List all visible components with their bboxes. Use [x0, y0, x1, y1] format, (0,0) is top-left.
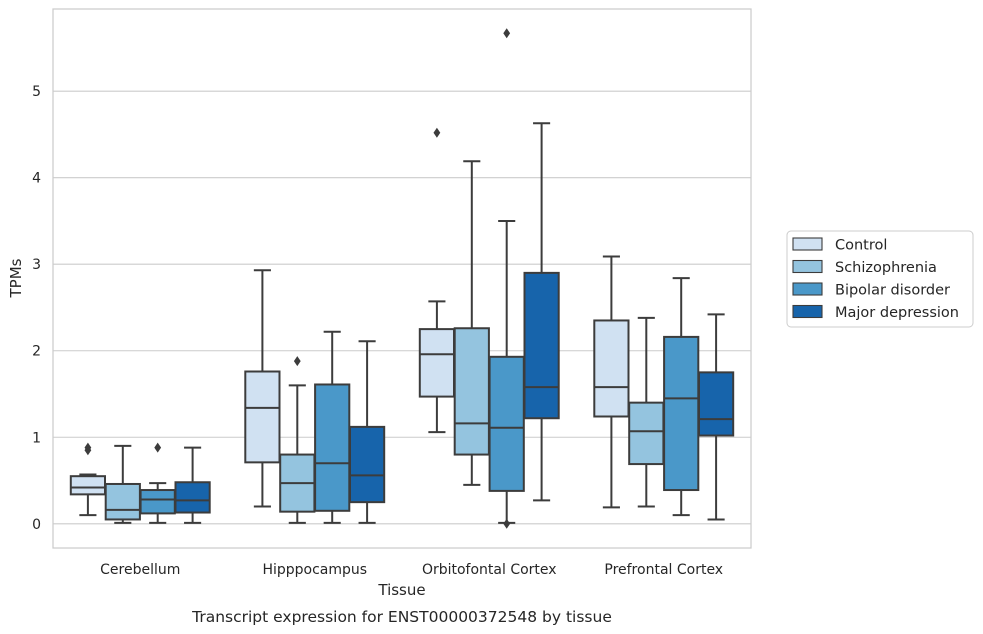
box-1-3	[348, 340, 386, 524]
legend-item: Bipolar disorder	[792, 282, 950, 299]
outlier-point	[154, 442, 162, 453]
box-2-0	[418, 127, 456, 434]
box-body	[314, 383, 351, 512]
y-tick-label: 0	[32, 517, 41, 533]
y-tick-label: 5	[32, 84, 41, 100]
box-body	[523, 271, 560, 420]
legend-swatch	[792, 304, 823, 319]
legend-label: Schizophrenia	[835, 260, 937, 276]
box-body	[174, 481, 211, 514]
box-0-1	[104, 444, 141, 524]
legend-label: Control	[835, 238, 887, 254]
x-tick-label: Hipppocampus	[262, 562, 367, 578]
box-2-2	[488, 28, 525, 529]
boxes	[69, 28, 735, 529]
plot-frame	[52, 8, 752, 549]
y-tick-label: 1	[32, 430, 41, 446]
box-0-3	[174, 446, 211, 524]
chart-caption: Transcript expression for ENST0000037254…	[191, 608, 612, 626]
legend-label: Major depression	[835, 305, 959, 321]
box-1-0	[244, 269, 281, 508]
x-tick-label: Orbitofontal Cortex	[422, 562, 557, 578]
y-tick-label: 3	[32, 257, 41, 273]
box-3-1	[628, 316, 665, 508]
legend-item: Major depression	[792, 304, 959, 321]
box-2-3	[523, 122, 560, 502]
box-body	[139, 489, 176, 515]
outlier-point	[293, 356, 301, 367]
box-body	[244, 370, 281, 464]
box-body	[663, 335, 700, 492]
legend-item: Schizophrenia	[792, 259, 937, 276]
y-axis-title: TPMs	[7, 258, 25, 298]
legend-label: Bipolar disorder	[835, 283, 950, 299]
outlier-point	[503, 518, 511, 529]
legend-swatch	[792, 237, 823, 251]
box-0-0	[69, 442, 107, 517]
box-body	[488, 355, 525, 492]
box-2-1	[453, 160, 490, 486]
box-body	[593, 319, 630, 418]
box-body	[348, 425, 386, 504]
legend-frame	[786, 230, 974, 328]
x-axis-title: Tissue	[377, 581, 425, 599]
box-3-2	[663, 277, 700, 517]
box-body	[104, 482, 141, 521]
legend-swatch	[792, 282, 823, 296]
legend-items: Control Schizophrenia Bipolar disorder Majo…	[792, 237, 959, 321]
y-tick-labels: 0 1 2 3 4 5	[32, 84, 41, 533]
x-tick-labels: Cerebellum Hipppocampus Orbitofontal Corte…	[100, 562, 723, 578]
box-body	[453, 327, 490, 456]
legend: Control Schizophrenia Bipolar disorder Majo…	[786, 230, 974, 328]
x-tick-label: Prefrontal Cortex	[604, 562, 723, 578]
box-3-3	[697, 313, 735, 521]
box-body	[628, 401, 665, 466]
box-body	[697, 371, 735, 437]
gridlines	[53, 90, 751, 525]
outlier-point	[503, 28, 511, 39]
x-tick-label: Cerebellum	[100, 562, 180, 578]
legend-swatch	[792, 259, 823, 274]
y-tick-label: 4	[32, 171, 41, 187]
y-tick-label: 2	[32, 344, 41, 360]
box-body	[69, 475, 107, 496]
box-3-0	[593, 255, 630, 509]
box-body	[418, 328, 456, 398]
outlier-point	[84, 442, 92, 453]
legend-item: Control	[792, 237, 887, 254]
outlier-point	[433, 127, 441, 138]
box-0-2	[139, 442, 176, 524]
